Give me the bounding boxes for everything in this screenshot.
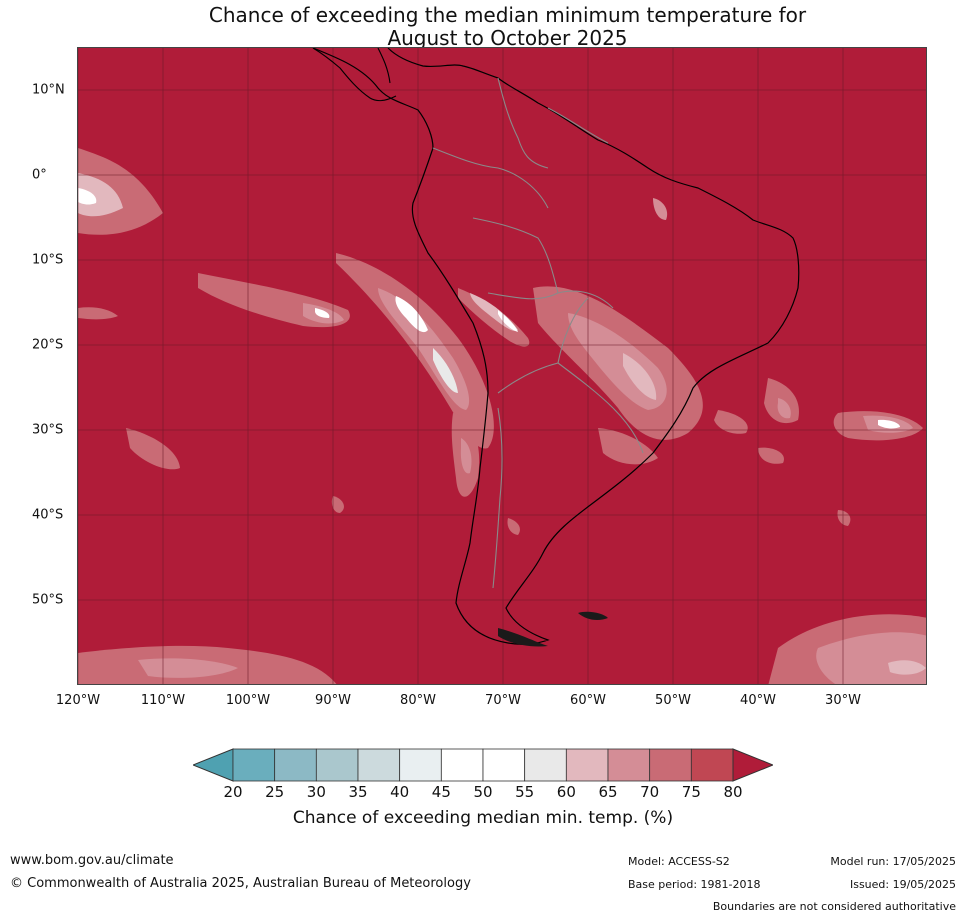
colorbar-label: Chance of exceeding median min. temp. (%… xyxy=(292,808,674,828)
colorbar-bin xyxy=(690,748,734,782)
map-background xyxy=(78,48,926,684)
lat-label-0: 0° xyxy=(32,167,47,183)
lon-label-80w: 80°W xyxy=(400,693,436,708)
central-america-coastline xyxy=(312,48,397,102)
colorbar-bin xyxy=(565,748,609,782)
colorbar-bin xyxy=(232,748,276,782)
lon-label-50w: 50°W xyxy=(655,693,691,708)
colorbar-tick-label: 30 xyxy=(306,783,326,801)
colorbar-tick-label: 70 xyxy=(640,783,660,801)
footer-issued: Issued: 19/05/2025 xyxy=(849,878,956,891)
colorbar-bins xyxy=(232,748,734,782)
falkland-islands xyxy=(578,611,608,621)
colorbar-tick-label: 80 xyxy=(723,783,743,801)
colorbar-tick-label: 65 xyxy=(598,783,618,801)
colorbar-tick-label: 45 xyxy=(431,783,451,801)
footer-model: Model: ACCESS-S2 xyxy=(628,855,730,868)
colorbar-bin xyxy=(315,748,359,782)
probability-map xyxy=(77,47,927,685)
colorbar-tick-label: 50 xyxy=(473,783,493,801)
colorbar-below-arrow xyxy=(193,748,234,782)
colorbar-tick-label: 60 xyxy=(556,783,576,801)
colorbar-tick-label: 55 xyxy=(515,783,535,801)
map-svg xyxy=(78,48,926,684)
tierra-del-fuego xyxy=(498,628,548,647)
lon-label-30w: 30°W xyxy=(825,693,861,708)
title-line-2: August to October 2025 xyxy=(387,26,628,50)
lower-probability-patches xyxy=(78,148,926,684)
footer-copyright: © Commonwealth of Australia 2025, Austra… xyxy=(10,876,471,891)
lon-label-70w: 70°W xyxy=(485,693,521,708)
colorbar-bin xyxy=(357,748,401,782)
colorbar-tick-label: 40 xyxy=(390,783,410,801)
lon-label-120w: 120°W xyxy=(55,693,101,708)
colorbar-tick-label: 35 xyxy=(348,783,368,801)
colorbar-bin xyxy=(649,748,692,782)
lon-label-100w: 100°W xyxy=(225,693,271,708)
colorbar-bin xyxy=(607,748,651,782)
colorbar-bin xyxy=(524,748,567,782)
lon-label-110w: 110°W xyxy=(140,693,186,708)
lat-label-10n: 10°N xyxy=(32,82,65,98)
lon-label-90w: 90°W xyxy=(315,693,351,708)
footer-model-run: Model run: 17/05/2025 xyxy=(830,855,956,868)
colorbar-tick-label: 75 xyxy=(681,783,701,801)
colorbar-bin xyxy=(440,748,484,782)
colorbar xyxy=(193,748,773,782)
map-title: Chance of exceeding the median minimum t… xyxy=(0,4,965,50)
country-borders xyxy=(432,77,644,589)
lat-label-20s: 20°S xyxy=(32,337,64,353)
footer-base-period: Base period: 1981-2018 xyxy=(628,878,761,891)
lat-label-30s: 30°S xyxy=(32,422,64,438)
colorbar-tick-label: 25 xyxy=(265,783,285,801)
lon-label-40w: 40°W xyxy=(740,693,776,708)
colorbar-bin xyxy=(482,748,526,782)
lon-label-60w: 60°W xyxy=(570,693,606,708)
south-america-coastline xyxy=(312,48,800,645)
lat-label-50s: 50°S xyxy=(32,592,64,608)
footer-website: www.bom.gov.au/climate xyxy=(10,853,174,868)
lat-label-40s: 40°S xyxy=(32,507,64,523)
colorbar-bin xyxy=(274,748,317,782)
title-line-1: Chance of exceeding the median minimum t… xyxy=(208,3,807,27)
colorbar-tick-label: 20 xyxy=(223,783,243,801)
graticule xyxy=(78,48,926,684)
colorbar-above-arrow xyxy=(732,748,773,782)
colorbar-bin xyxy=(399,748,442,782)
footer-disclaimer: Boundaries are not considered authoritat… xyxy=(712,900,956,913)
lat-label-10s: 10°S xyxy=(32,252,64,268)
